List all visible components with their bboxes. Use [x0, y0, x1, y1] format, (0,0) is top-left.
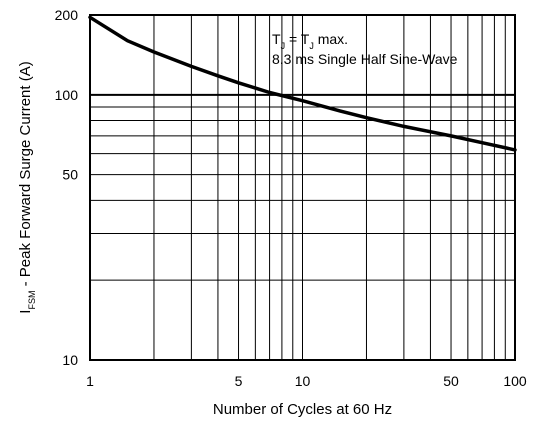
- y-tick-label: 200: [55, 7, 79, 23]
- x-tick-labels: 1 5 10 50 100: [86, 373, 527, 389]
- plot-frame: [89, 14, 516, 361]
- annotation-sub-j: J: [281, 41, 286, 51]
- annotation-sub-j-2: J: [309, 41, 314, 51]
- x-tick-label: 1: [86, 373, 94, 389]
- annotation-line-1: TJ = TJ max.: [272, 31, 348, 51]
- series-line: [88, 15, 517, 152]
- y-tick-labels: 10 50 100 200: [55, 7, 79, 368]
- y-axis-label-text: - Peak Forward Surge Current (A): [17, 61, 34, 290]
- y-axis-label-subscript: FSM: [27, 291, 37, 310]
- y-axis-label: IFSM - Peak Forward Surge Current (A): [17, 61, 37, 313]
- x-tick-label: 50: [443, 373, 459, 389]
- y-tick-label: 100: [55, 87, 79, 103]
- annotation-t: T: [272, 31, 281, 47]
- x-axis-label: Number of Cycles at 60 Hz: [213, 401, 392, 418]
- annotation-max: max.: [314, 31, 348, 47]
- x-tick-label: 100: [503, 373, 527, 389]
- annotation-eq-t: = T: [285, 31, 310, 47]
- y-axis-label-symbol: I: [17, 310, 34, 314]
- annotation-line-2: 8.3 ms Single Half Sine-Wave: [272, 51, 458, 67]
- y-tick-label: 10: [62, 352, 78, 368]
- x-tick-label: 10: [295, 373, 311, 389]
- y-tick-label: 50: [62, 167, 78, 183]
- x-tick-label: 5: [235, 373, 243, 389]
